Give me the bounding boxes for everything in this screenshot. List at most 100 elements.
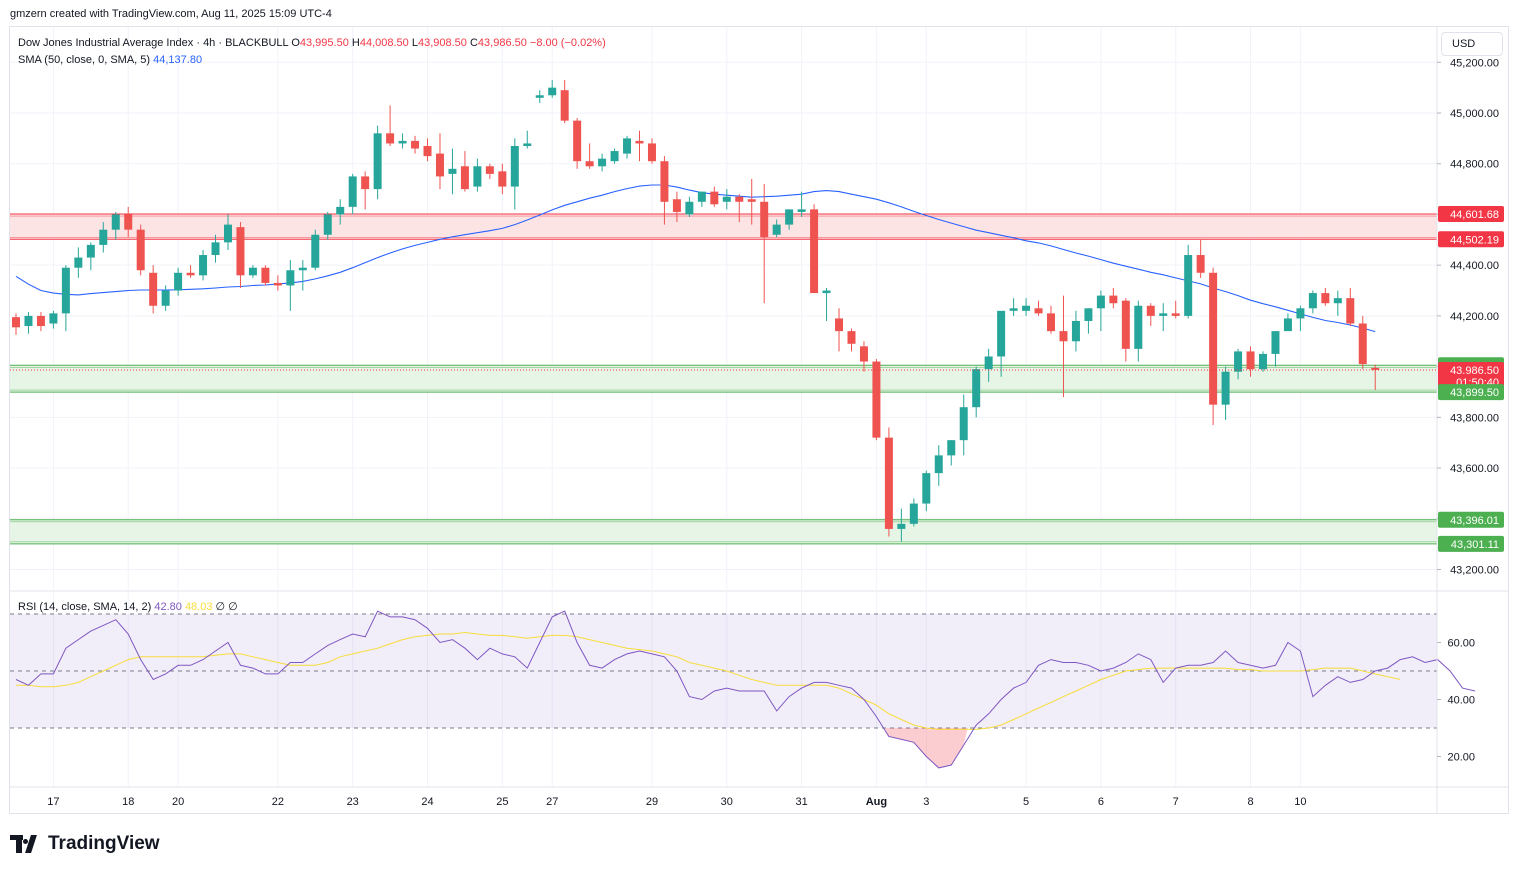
price-labels: 44,601.6844,502.1944,005.2343,986.5001:5… [1438,206,1504,552]
candle-body [1084,308,1093,321]
candle-body [223,224,232,243]
time-tick-label: 10 [1294,796,1306,808]
candle-body [1234,351,1243,372]
candle-body [361,176,370,190]
price-label-text: 44,601.68 [1450,209,1499,221]
candle [211,234,220,263]
candle [934,445,943,486]
currency-selector[interactable]: USD [1441,32,1503,56]
candle [136,224,145,276]
candle [1358,315,1367,370]
tradingview-logo[interactable]: TradingView [10,833,160,855]
candle [548,80,557,98]
candle [859,341,868,372]
candle-body [248,267,257,276]
candle-body [1134,305,1143,349]
price-label-text: 43,301.11 [1451,539,1499,551]
high-value: 44,008.50 [359,37,409,49]
rsi-line [15,610,1476,769]
candle-body [573,120,582,162]
candle-body [1059,331,1068,342]
price-tick-label: 45,200.00 [1450,57,1499,69]
candle-body [1259,353,1267,370]
candle-body [523,143,532,146]
time-tick-label: 22 [272,796,284,808]
candle-body [423,145,432,157]
candle-body [610,151,619,162]
candle-body [810,209,819,294]
candle [199,249,208,281]
candle [1022,298,1031,316]
candle-body [311,234,320,268]
candle [573,118,582,169]
candle-body [149,272,158,306]
candle [298,260,307,291]
candle [523,130,532,149]
open-label: O [291,37,300,49]
candle-body [660,161,669,202]
candle [261,265,270,286]
candle [1209,267,1218,425]
candle-body [161,290,170,306]
rsi-tick-label: 60.00 [1447,638,1475,650]
candle [1121,298,1130,362]
candle [161,285,170,311]
candle-body [261,267,270,283]
candle-body [1371,367,1380,370]
candle [411,135,420,154]
candle [560,80,569,124]
open-value: 43,995.50 [299,37,349,49]
candle-body [373,133,382,190]
candle-body [1333,298,1342,304]
time-tick-label: 17 [47,796,59,808]
candle-body [1209,272,1218,405]
rsi-signal-value: 48.03 [184,601,213,613]
price-label-bg [1438,206,1504,223]
high-label: H [351,37,360,49]
price-label-text: 43,899.50 [1450,387,1499,399]
time-tick-label: 8 [1247,796,1253,808]
candle [1071,310,1080,352]
candle-body [760,201,769,238]
candle-body [922,473,931,504]
candle-body [1308,293,1317,309]
rsi-legend[interactable]: RSI (14, close, SMA, 14, 2) 42.80 48.03 … [18,600,238,613]
candle-body [1246,351,1255,370]
candle-body [36,315,45,327]
change-value: −8.00 (−0.02%) [529,37,606,49]
rsi-tick-label: 20.00 [1447,752,1475,764]
sma-legend-row: SMA (50, close, 0, SMA, 5) 44,137.80 [18,52,606,69]
candle-body [972,369,981,408]
candle-body [1034,308,1043,314]
time-tick-label: 29 [646,796,658,808]
candle-body [672,199,681,212]
candle [448,148,457,195]
candle-body [136,229,145,271]
candle [1259,351,1267,372]
candle-body [560,90,569,121]
rsi-value: 42.80 [154,601,182,613]
candle-body [909,503,918,524]
time-tick-label: 23 [347,796,359,808]
candle-body [1022,305,1031,311]
candle-body [1271,331,1280,354]
candle-body [24,315,33,327]
close-value: 43,986.50 [477,37,527,49]
rsi-pane [10,590,1509,769]
price-tick-label: 43,200.00 [1450,565,1499,577]
main-legend[interactable]: Dow Jones Industrial Average Index · 4h … [18,35,606,69]
candle [598,153,607,172]
price-label-tag: 44,601.68 [1438,206,1504,223]
candle [847,328,856,352]
candle [1321,288,1330,306]
candle [1134,300,1143,362]
price-label-tag: 43,899.50 [1438,384,1504,401]
candle [273,275,282,291]
candle [311,229,320,271]
candle [1059,295,1068,398]
price-label-bg [1438,384,1504,401]
candle-body [772,224,781,235]
candle-body [785,209,794,225]
price-zones [10,213,1437,545]
